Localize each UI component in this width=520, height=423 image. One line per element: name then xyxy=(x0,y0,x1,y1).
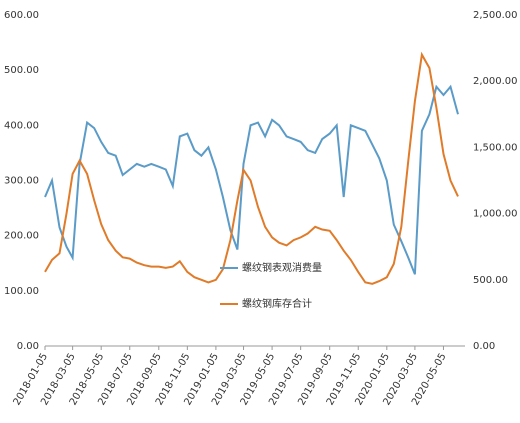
y2-tick-label: 0.00 xyxy=(473,341,495,352)
series-line xyxy=(44,51,459,285)
y-tick-label: 300.00 xyxy=(4,176,39,187)
y-tick-label: 500.00 xyxy=(4,65,39,76)
y2-tick-label: 2,500.00 xyxy=(473,10,518,21)
y-tick-label: 0.00 xyxy=(17,341,39,352)
y2-tick-label: 500.00 xyxy=(473,275,508,286)
series-line xyxy=(44,84,459,275)
legend-label: 螺纹钢表观消费量 xyxy=(242,261,322,274)
y-tick-label: 400.00 xyxy=(4,120,39,131)
y2-tick-label: 2,000.00 xyxy=(473,76,518,87)
y-tick-label: 600.00 xyxy=(4,10,39,21)
y2-tick-label: 1,500.00 xyxy=(473,142,518,153)
y2-tick-label: 1,000.00 xyxy=(473,209,518,220)
y-tick-label: 100.00 xyxy=(4,286,39,297)
y-tick-label: 200.00 xyxy=(4,231,39,242)
legend-label: 螺纹钢库存合计 xyxy=(242,297,312,310)
